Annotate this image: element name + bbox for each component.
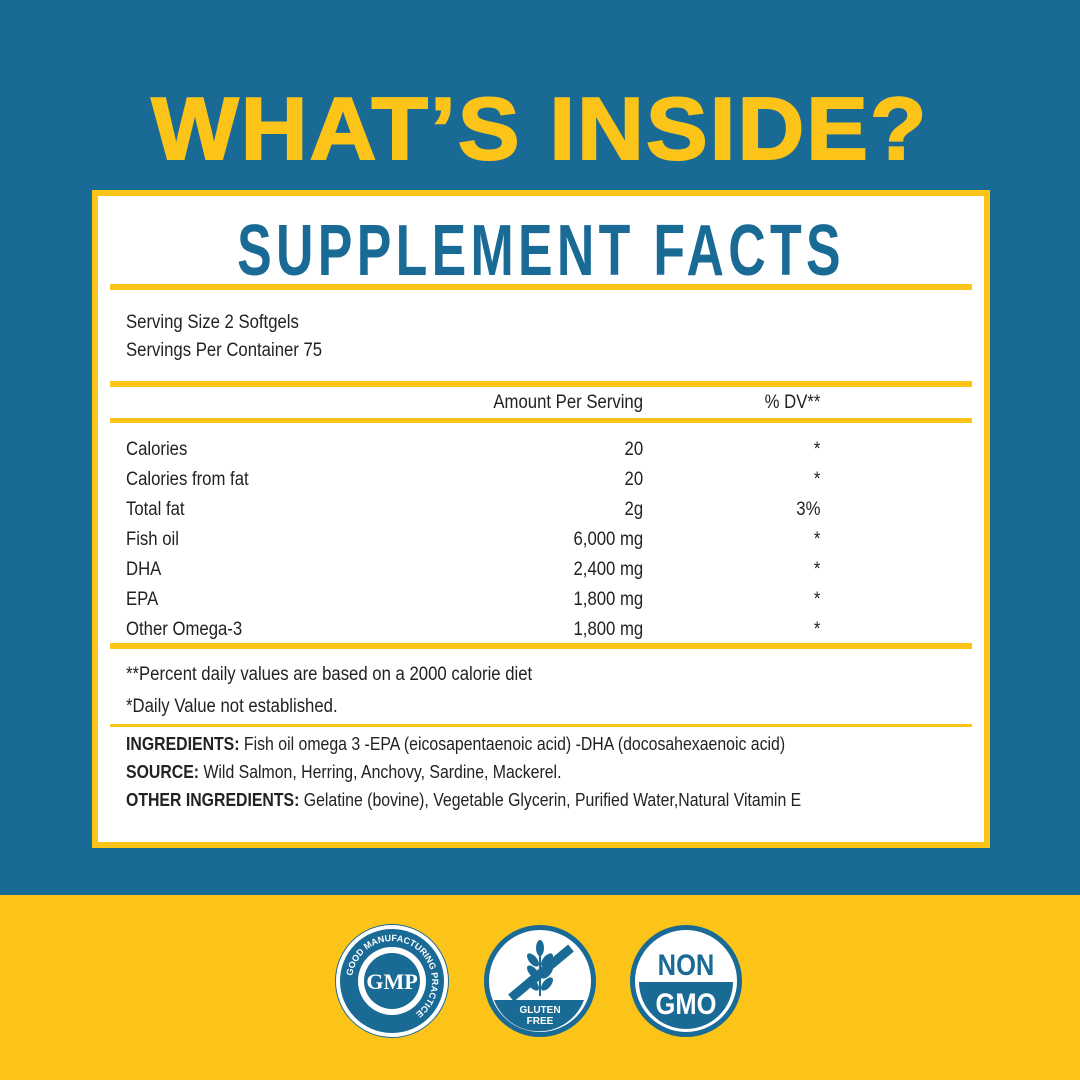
nutrient-dv: * — [813, 529, 820, 550]
nutrient-label: Calories from fat — [126, 469, 249, 490]
gmp-text: GMP — [366, 969, 417, 994]
footnote-dv: **Percent daily values are based on a 20… — [126, 664, 533, 685]
nutrient-dv: 3% — [795, 499, 820, 520]
divider — [110, 284, 972, 290]
nutrient-amount: 1,800 mg — [573, 589, 643, 610]
gmo-text: GMO — [656, 987, 717, 1020]
ingredients-text: Fish oil omega 3 -EPA (eicosapentaenoic … — [239, 734, 786, 754]
nutrient-dv: * — [813, 559, 820, 580]
divider — [110, 418, 972, 423]
divider — [110, 724, 972, 727]
col-amount-header: Amount Per Serving — [493, 392, 643, 413]
headline: WHAT’S INSIDE? — [150, 78, 929, 179]
panel-title: SUPPLEMENT FACTS — [237, 211, 845, 291]
gmp-seal-icon: GMP GOOD MANUFACTURING PRACTICE — [344, 933, 440, 1020]
nutrient-dv: * — [813, 619, 820, 640]
source-text: Wild Salmon, Herring, Anchovy, Sardine, … — [199, 762, 562, 782]
nutrient-amount: 2g — [624, 499, 643, 520]
serving-size: Serving Size 2 Softgels — [126, 312, 299, 333]
other-ingredients-text: Gelatine (bovine), Vegetable Glycerin, P… — [299, 790, 802, 810]
non-gmo-icon: NON GMO — [639, 948, 733, 1029]
non-text: NON — [658, 948, 715, 981]
nutrient-label: EPA — [126, 589, 159, 610]
nutrient-amount: 20 — [624, 439, 643, 460]
nutrient-amount: 1,800 mg — [573, 619, 643, 640]
source-label: SOURCE: — [126, 762, 200, 782]
nutrient-label: Fish oil — [126, 529, 179, 550]
col-dv-header: % DV** — [764, 392, 820, 413]
nutrient-amount: 2,400 mg — [573, 559, 643, 580]
other-ingredients-line: OTHER INGREDIENTS: Gelatine (bovine), Ve… — [126, 790, 801, 811]
nutrient-amount: 20 — [624, 469, 643, 490]
nutrient-dv: * — [813, 469, 820, 490]
wheat-crossed-icon: GLUTEN FREE — [494, 940, 584, 1032]
divider — [110, 381, 972, 387]
nutrient-label: Other Omega-3 — [126, 619, 243, 640]
nutrient-label: Calories — [126, 439, 188, 460]
supplement-facts-panel: SUPPLEMENT FACTS Serving Size 2 Softgels… — [92, 190, 990, 848]
nutrient-label: DHA — [126, 559, 162, 580]
footnote-not-established: *Daily Value not established. — [126, 696, 338, 717]
gmp-badge: GMP GOOD MANUFACTURING PRACTICE — [336, 925, 448, 1037]
nutrient-dv: * — [813, 589, 820, 610]
gluten-free-badge: GLUTEN FREE — [484, 925, 596, 1037]
nutrient-dv: * — [813, 439, 820, 460]
other-ingredients-label: OTHER INGREDIENTS: — [126, 790, 300, 810]
servings-per-container: Servings Per Container 75 — [126, 340, 323, 361]
nutrient-label: Total fat — [126, 499, 185, 520]
ingredients-line: INGREDIENTS: Fish oil omega 3 -EPA (eico… — [126, 734, 785, 755]
free-text: FREE — [527, 1016, 554, 1027]
nutrient-amount: 6,000 mg — [573, 529, 643, 550]
gluten-text: GLUTEN — [519, 1005, 560, 1016]
divider — [110, 643, 972, 649]
source-line: SOURCE: Wild Salmon, Herring, Anchovy, S… — [126, 762, 561, 783]
ingredients-label: INGREDIENTS: — [126, 734, 240, 754]
non-gmo-badge: NON GMO — [630, 925, 742, 1037]
